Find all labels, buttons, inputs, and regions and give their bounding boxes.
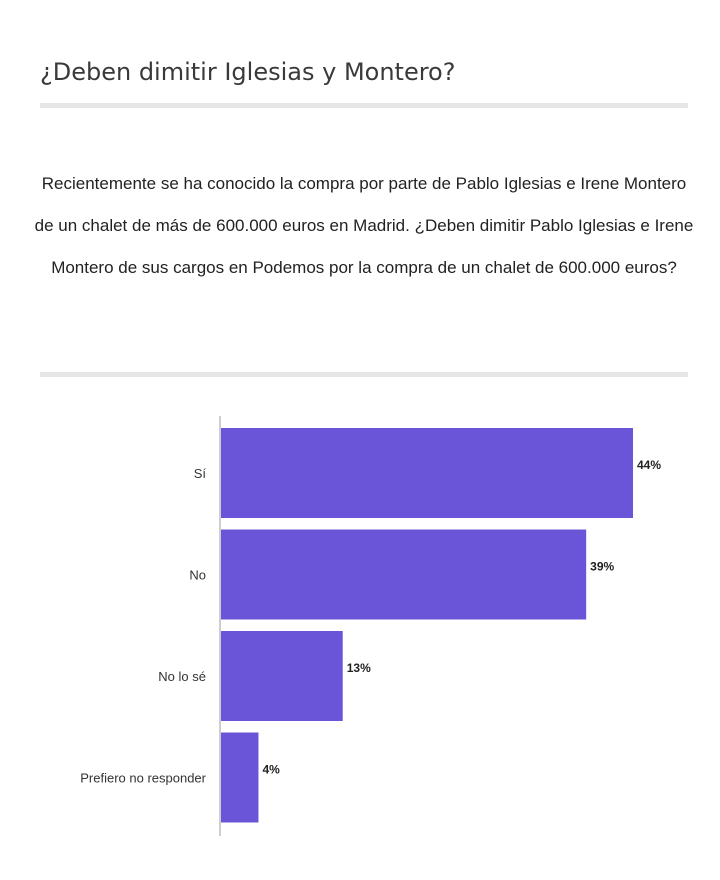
value-label: 4% — [262, 763, 280, 777]
bar-0 — [221, 428, 633, 518]
value-label: 13% — [347, 661, 371, 675]
value-label: 39% — [590, 560, 614, 574]
survey-question: Recientemente se ha conocido la compra p… — [34, 174, 694, 277]
category-label: Prefiero no responder — [80, 771, 206, 786]
category-label: Sí — [194, 466, 207, 481]
value-label: 44% — [637, 458, 661, 472]
results-bar-chart: Sí 44% No 39% No lo sé 13% Prefiero no respond… — [80, 416, 661, 836]
category-label: No — [189, 568, 206, 583]
survey-title: ¿Deben dimitir Iglesias y Montero? — [40, 58, 456, 86]
bar-2 — [221, 631, 343, 721]
title-divider — [40, 103, 688, 108]
category-label: No lo sé — [158, 669, 206, 684]
question-divider — [40, 372, 688, 377]
bar-1 — [221, 529, 587, 620]
bar-3 — [221, 732, 259, 823]
